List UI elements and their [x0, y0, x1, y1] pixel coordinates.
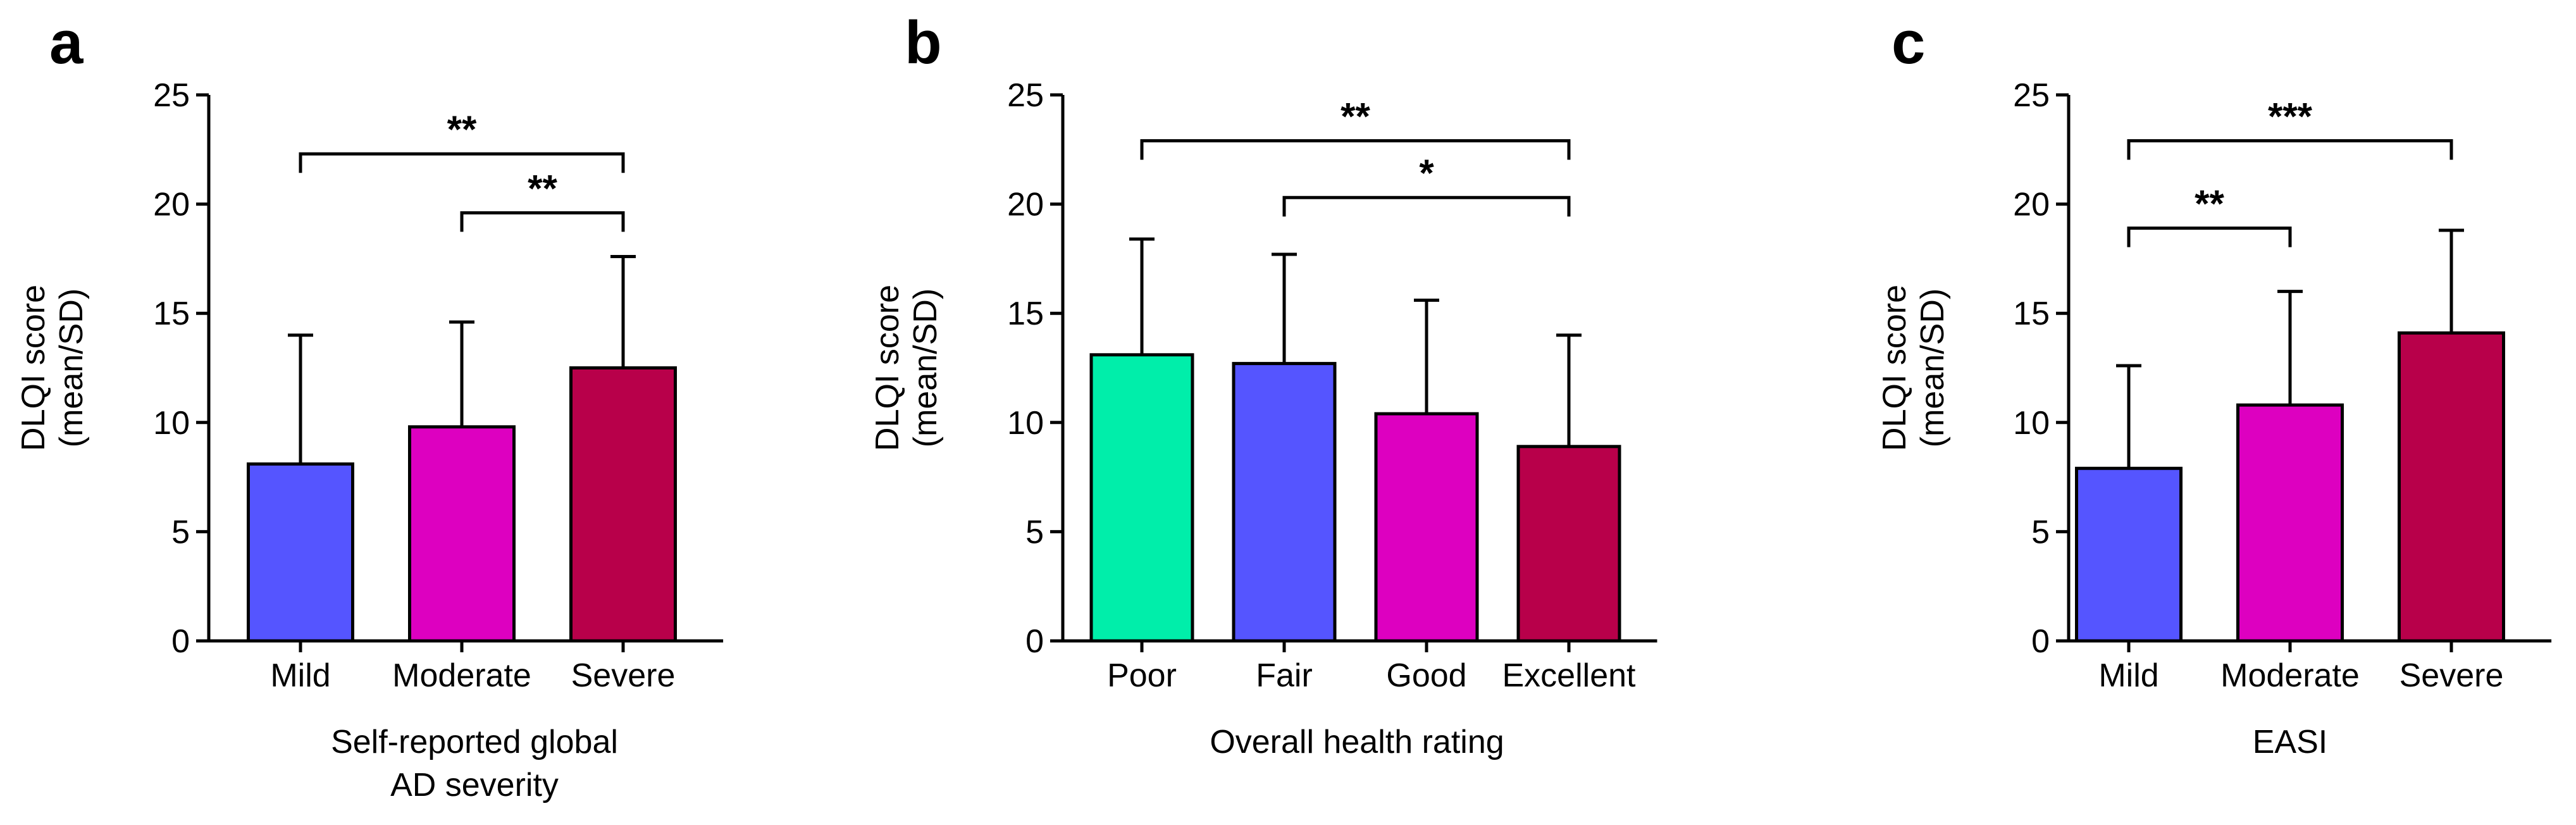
x-category-label: Moderate: [2220, 657, 2360, 694]
bar-severe: [569, 366, 677, 643]
significance-label: ***: [2268, 95, 2313, 137]
x-category-label: Severe: [2400, 657, 2504, 694]
y-tick-label: 15: [153, 295, 190, 332]
x-category-label: Mild: [270, 657, 330, 694]
y-tick-label: 15: [1007, 295, 1044, 332]
bar-poor: [1089, 353, 1194, 643]
bar-excellent: [1516, 445, 1621, 643]
significance-label: **: [447, 108, 477, 151]
x-axis-title: Overall health rating: [1210, 724, 1504, 760]
y-axis-title: DLQI score(mean/SD): [15, 285, 90, 451]
bar-mild: [2075, 466, 2183, 643]
y-tick-label: 0: [1025, 623, 1044, 660]
bar-good: [1374, 412, 1479, 643]
x-category-label: Good: [1386, 657, 1466, 694]
panel-b: b DLQI score(mean/SD) 0 5 10 15 20 25 Poor Fair Go…: [869, 9, 1657, 760]
y-tick-label: 5: [171, 514, 190, 550]
significance-label: **: [1341, 95, 1370, 137]
panel-c: c DLQI score(mean/SD) 0 5 10 15 20 25 Mild Modera…: [1876, 9, 2552, 760]
y-tick-label: 20: [2013, 187, 2050, 223]
bar-moderate: [2236, 403, 2344, 643]
y-tick-label: 25: [153, 77, 190, 114]
y-tick-label: 20: [153, 187, 190, 223]
y-tick-label: 0: [2031, 623, 2050, 660]
significance-label: *: [1419, 152, 1434, 194]
significance-label: **: [528, 167, 557, 209]
x-axis-title: Self-reported global: [331, 724, 618, 760]
panel-letter: b: [905, 9, 942, 77]
x-category-label: Moderate: [392, 657, 531, 694]
significance-bracket: [2127, 226, 2292, 247]
significance-bracket: [1282, 195, 1571, 217]
panel-a: a DLQI score(mean/SD) 0 5 10 15 20 25 Mild Modera…: [15, 9, 724, 803]
bar-severe: [2398, 331, 2505, 643]
significance-label: **: [2195, 183, 2224, 225]
significance-bracket: [460, 211, 625, 232]
y-axis-title-line: (mean/SD): [53, 288, 90, 447]
significance-bracket: [299, 152, 625, 173]
y-axis-title-line: (mean/SD): [907, 288, 944, 447]
y-axis-title: DLQI score(mean/SD): [869, 285, 944, 451]
y-axis-title-line: (mean/SD): [1914, 288, 1951, 447]
y-tick-label: 20: [1007, 187, 1044, 223]
x-category-label: Excellent: [1502, 657, 1637, 694]
y-tick-label: 0: [171, 623, 190, 660]
panel-letter: c: [1892, 9, 1925, 77]
x-category-label: Severe: [571, 657, 676, 694]
x-category-label: Poor: [1107, 657, 1177, 694]
y-tick-label: 15: [2013, 295, 2050, 332]
y-axis-title-line: DLQI score: [15, 285, 52, 451]
bar-moderate: [408, 425, 516, 643]
y-axis-title-line: DLQI score: [1876, 285, 1913, 451]
significance-bracket: [1140, 139, 1571, 160]
y-tick-label: 10: [1007, 405, 1044, 442]
y-axis-title-line: DLQI score: [869, 285, 906, 451]
panel-letter: a: [49, 9, 84, 77]
x-category-label: Fair: [1256, 657, 1313, 694]
bar-fair: [1232, 362, 1337, 643]
x-axis-title: AD severity: [390, 767, 559, 803]
bar-mild: [247, 462, 354, 643]
y-axis-title: DLQI score(mean/SD): [1876, 285, 1951, 451]
y-tick-label: 5: [1025, 514, 1044, 550]
y-tick-label: 10: [2013, 405, 2050, 442]
x-axis-title: EASI: [2253, 724, 2328, 760]
y-tick-label: 10: [153, 405, 190, 442]
y-tick-label: 5: [2031, 514, 2050, 550]
y-tick-label: 25: [1007, 77, 1044, 114]
x-category-label: Mild: [2098, 657, 2158, 694]
significance-bracket: [2127, 139, 2453, 160]
y-tick-label: 25: [2013, 77, 2050, 114]
